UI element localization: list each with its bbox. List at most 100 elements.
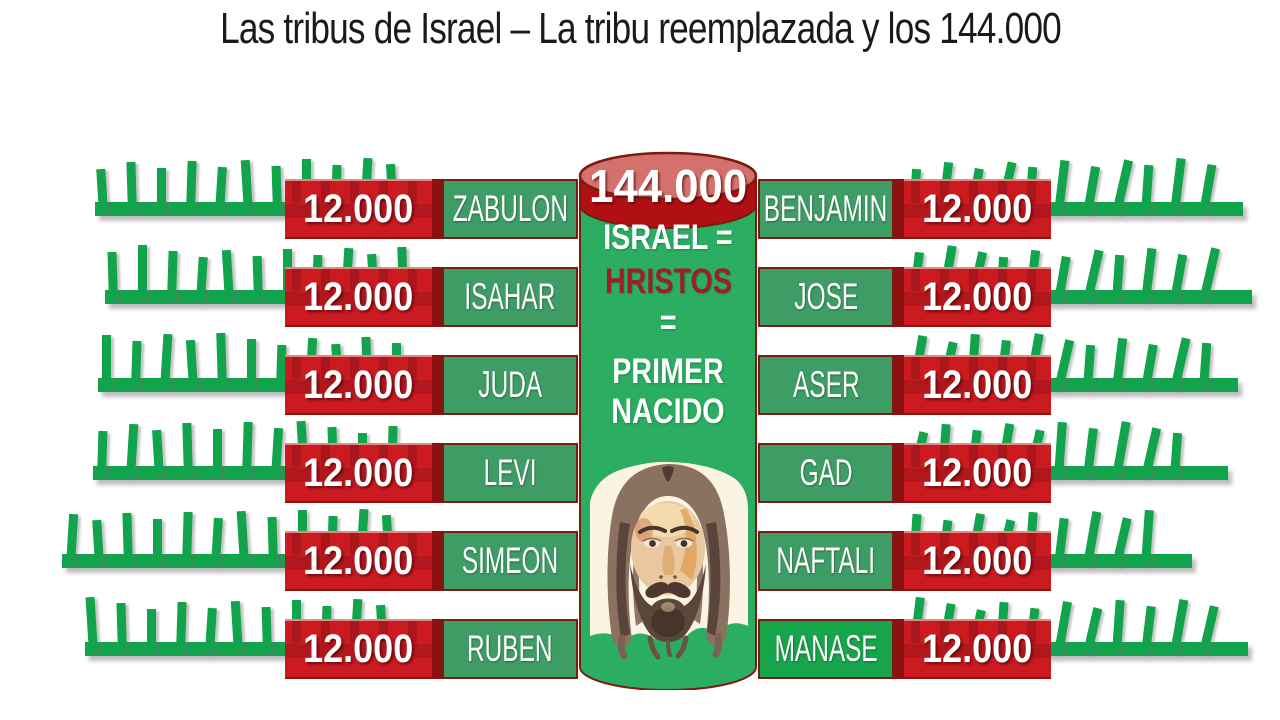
comb-tine [1141,427,1162,479]
tribe-box: LEVI [442,443,578,503]
count-box: 12.000 [285,531,432,591]
comb-tine [1112,599,1125,654]
tribe-row-right: GAD 12.000 [758,443,1051,503]
comb-tine [1112,254,1125,302]
tribe-row-left: 12.000 LEVI [285,443,578,503]
comb-tine [157,168,166,213]
cylinder-line-text: NACIDO [611,392,725,431]
count-box: 12.000 [904,443,1051,503]
cylinder-band-sides [579,176,757,205]
eyelid [642,537,662,542]
jesus-portrait [590,461,748,660]
comb-tine [215,166,227,214]
tribe-label: SIMEON [461,540,559,581]
comb-tine [147,609,156,653]
tribe-row-left: 12.000 SIMEON [285,531,578,591]
comb-tine [185,339,198,390]
tribe-row-left: 12.000 ZABULON [285,179,578,239]
comb-tine [1054,421,1067,478]
count-label: 12.000 [922,538,1033,583]
count-box: 12.000 [285,355,432,415]
comb-tine [126,161,137,214]
total-count-text: 144.000 [589,160,747,212]
beard-highlight [661,602,675,612]
tribe-label: NAFTALI [776,540,876,581]
comb-tine [267,516,278,566]
comb-tine [1054,517,1069,566]
count-label: 12.000 [922,450,1033,495]
comb-tine [1112,337,1128,390]
beard-chin [651,607,685,637]
tribe-row-right: BENJAMIN 12.000 [758,179,1051,239]
count-box: 12.000 [904,179,1051,239]
tribe-label: ZABULON [452,188,568,229]
tribe-box: BENJAMIN [758,179,894,239]
cylinder-line-text: HRISTOS [604,262,732,301]
cylinder-graphic [578,151,758,690]
count-label: 12.000 [922,274,1033,319]
hair [607,464,730,648]
count-box: 12.000 [285,179,432,239]
mustache [645,582,691,598]
hair-tip [712,632,723,658]
comb-tine [271,165,282,214]
tribe-box: ZABULON [442,179,578,239]
comb-tine [126,423,139,478]
comb-tine [1170,253,1188,302]
tribe-box: ASER [758,355,894,415]
comb-tine [1199,247,1221,303]
box-separator [894,531,904,591]
tribe-box: RUBEN [442,619,578,679]
cylinder-outline [579,205,757,690]
comb-tine [1083,511,1102,566]
cylinder-line: = [578,302,758,344]
eyelid [674,537,694,542]
tribe-label: RUBEN [467,628,553,669]
tribe-row-right: NAFTALI 12.000 [758,531,1051,591]
count-box: 12.000 [285,267,432,327]
box-separator [432,619,442,679]
nose [662,546,675,575]
beard-strand [666,640,672,657]
comb-tine [1083,344,1096,390]
comb-tine [1112,517,1132,567]
iris [680,540,688,547]
hair-part [662,466,674,482]
count-box: 12.000 [904,355,1051,415]
tribe-label: LEVI [483,452,537,493]
tribe-box: ISAHAR [442,267,578,327]
center-cylinder: 144.000 ISRAEL = HRISTOS = PRIMER NACIDO [578,150,758,690]
comb-tine [160,333,173,390]
count-label: 12.000 [303,186,414,231]
box-separator [432,179,442,239]
tribe-label: BENJAMIN [764,188,888,229]
comb-tine [247,339,256,389]
count-label: 12.000 [922,626,1033,671]
comb-tine [122,512,133,566]
comb-tine [1112,421,1131,478]
tribe-row-right: MANASE 12.000 [758,619,1051,679]
count-box: 12.000 [904,619,1051,679]
comb-tine [1199,605,1219,655]
comb-tine [1141,247,1157,302]
cylinder-line: HRISTOS [578,261,758,303]
comb-tine [1141,605,1156,654]
hair-strand [706,522,721,636]
box-separator [894,179,904,239]
cylinder-line-text: ISRAEL = [603,218,733,257]
comb-tine [1170,337,1191,391]
comb-tine [186,160,197,214]
tribe-label: ASER [792,364,860,405]
hair-tip [617,634,628,660]
box-separator [894,443,904,503]
comb-tine [213,429,222,477]
hair-strand [616,522,630,638]
comb-tine [205,607,217,654]
comb-tine [1054,601,1072,654]
count-label: 12.000 [922,186,1033,231]
cylinder-line: PRIMER [578,351,758,393]
tribe-box: SIMEON [442,531,578,591]
tribe-box: JOSE [758,267,894,327]
box-separator [894,619,904,679]
comb-tine [211,517,223,566]
